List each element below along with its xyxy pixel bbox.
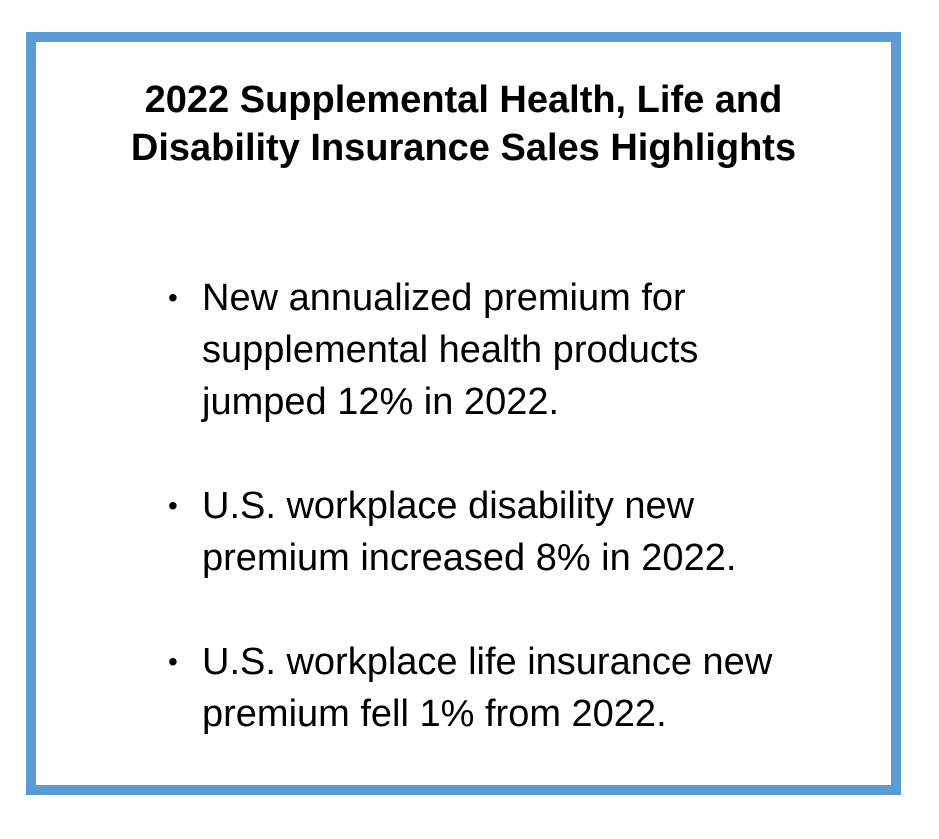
title-line-2: Disability Insurance Sales Highlights [130,127,797,169]
list-item-text: U.S. workplace life insurance new premiu… [202,636,866,740]
list-item: • New annualized premium for supplementa… [166,272,866,428]
list-item-line: New annualized premium for [202,277,686,319]
list-item-line: premium fell 1% from 2022. [202,693,667,735]
page-title: 2022 Supplemental Health, Life and Disab… [36,76,891,172]
title-line-1: 2022 Supplemental Health, Life and [144,79,783,121]
list-item: • U.S. workplace life insurance new prem… [166,636,866,740]
list-item-line: premium increased 8% in 2022. [202,537,737,579]
list-item-text: New annualized premium for supplemental … [202,272,866,428]
list-item-line: U.S. workplace life insurance new [202,641,773,683]
list-item-line: U.S. workplace disability new [202,485,695,527]
bullet-dot-icon: • [168,282,178,313]
highlights-panel: 2022 Supplemental Health, Life and Disab… [26,32,901,795]
list-item-line: jumped 12% in 2022. [202,381,560,423]
bullet-dot-icon: • [168,490,178,521]
list-item-text: U.S. workplace disability new premium in… [202,480,866,584]
list-item: • U.S. workplace disability new premium … [166,480,866,584]
highlights-list: • New annualized premium for supplementa… [166,272,866,740]
list-item-line: supplemental health products [202,329,699,371]
bullet-dot-icon: • [168,646,178,677]
